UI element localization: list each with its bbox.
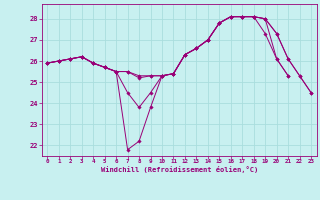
X-axis label: Windchill (Refroidissement éolien,°C): Windchill (Refroidissement éolien,°C) <box>100 166 258 173</box>
